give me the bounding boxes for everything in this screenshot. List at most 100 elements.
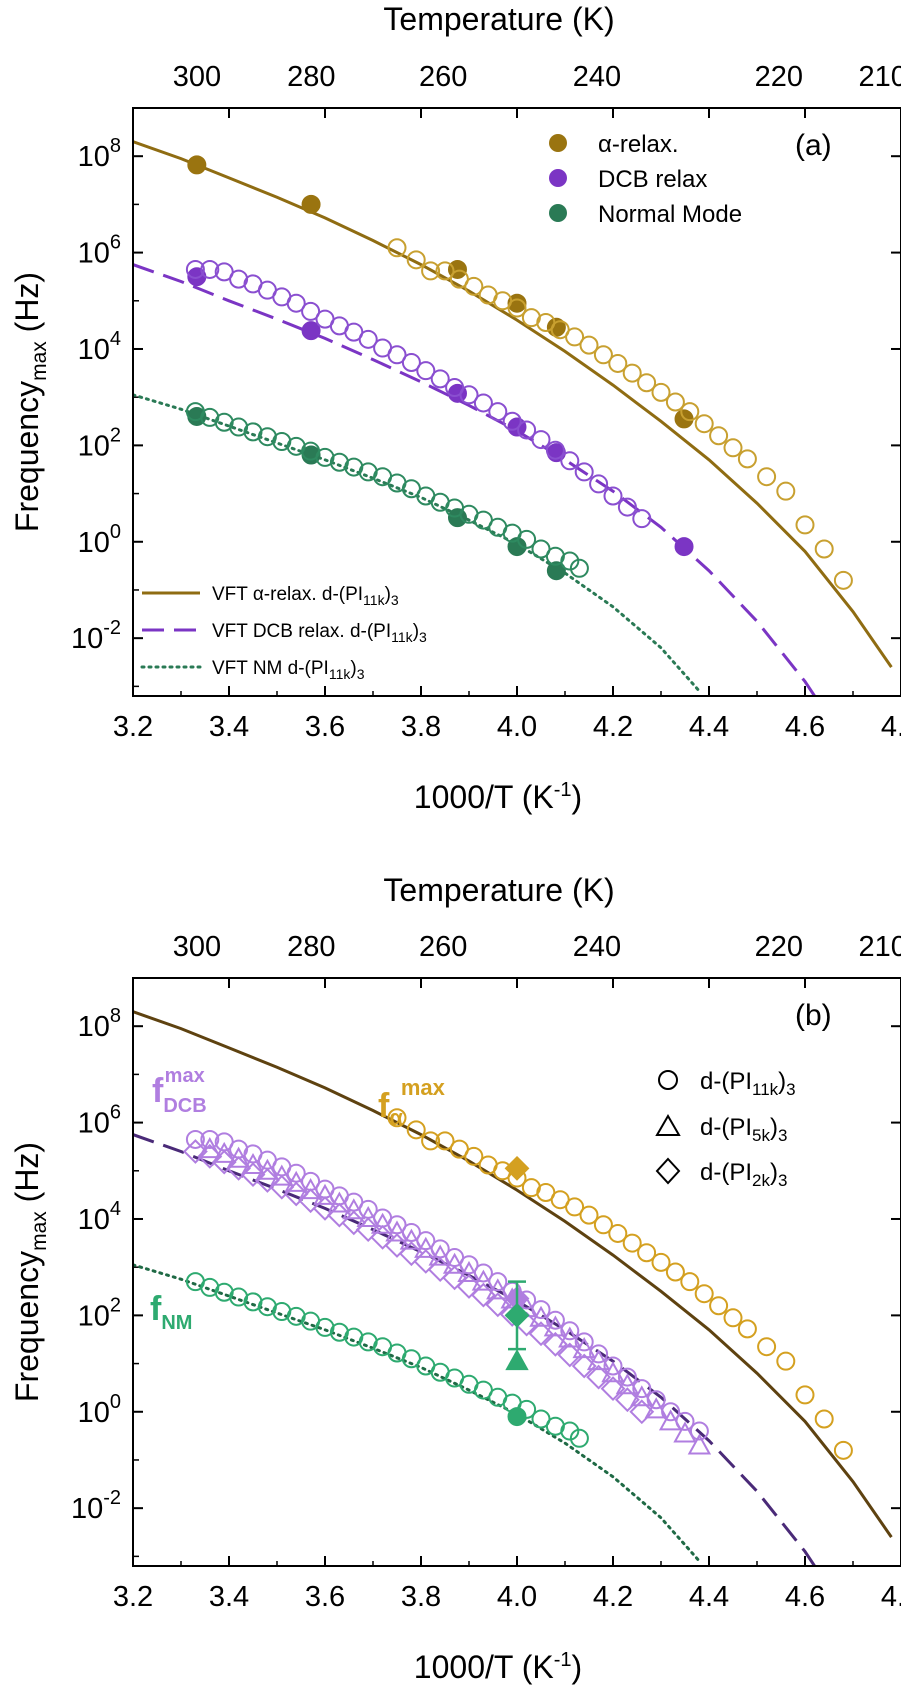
legend-marker-diamond [655,1157,681,1185]
data-point [355,1217,381,1243]
data-point [579,335,599,355]
data-point [543,1315,568,1337]
data-point [674,537,694,557]
data-point [709,1296,729,1316]
x-tick-label: 4.6 [785,1581,825,1613]
data-point [240,1162,266,1188]
data-point [603,486,623,506]
data-point [456,1274,482,1299]
data-point [795,515,815,535]
legend-label-5k: d-(PI5k)3 [700,1114,787,1145]
data-point [370,1224,396,1250]
data-point [385,1220,409,1242]
data-point [387,238,407,258]
data-point [658,1409,683,1431]
data-point [593,1215,613,1235]
x-tick-label: 3.8 [401,711,441,743]
x-axis-label: 1000/T (K-1) [414,779,582,815]
x-tick-label: 4.8 [881,711,901,743]
x-tick-label: 3.2 [113,1581,153,1613]
x-tick-label: 4.2 [593,1581,633,1613]
data-point [608,353,628,373]
data-point [673,1421,697,1443]
legend-label-11k: d-(PI11k)3 [700,1068,796,1099]
fit-lines [133,140,893,696]
panel-b: Temperature (K) 300 280 260 240 220 210 3.2 3.… [9,872,901,1685]
data-point [283,1181,309,1207]
y-axis-label: Frequencymax (Hz) [9,272,51,532]
top-tick-label: 240 [573,61,621,93]
data-point [427,1257,453,1283]
x-tick-labels: 3.2 3.4 3.6 3.8 4.0 4.2 4.4 4.6 4.8 [113,711,901,743]
data-point [757,1337,777,1357]
data-point [528,1321,554,1347]
data-point [187,155,207,175]
x-tick-label: 3.2 [113,711,153,743]
data-point [471,1269,496,1291]
fit-line [133,1133,816,1566]
axis-ticks [132,977,901,1566]
data-point [442,1265,468,1291]
data-point [632,1379,652,1399]
data-point [473,393,493,413]
data-point [680,1272,700,1292]
annotation-f-dcb: fDCBmax [152,1065,207,1117]
legend-marker-triangle [655,1114,681,1136]
data-point [387,345,407,365]
data-point [637,1243,657,1263]
data-point [615,1373,640,1395]
data-point [814,1409,834,1429]
top-tick-labels: 300 280 260 240 220 210 [173,931,901,963]
y-tick-label: 102 [78,424,121,462]
x-tick-labels: 3.2 3.4 3.6 3.8 4.0 4.2 4.4 4.6 4.8 [113,1581,901,1613]
data-point [629,1399,655,1425]
data-point [617,1367,637,1387]
data-point [737,449,757,469]
data-points [185,155,853,590]
data-point [211,1149,237,1175]
data-point [254,1168,280,1193]
legend-label-dcb: DCB relax [598,166,707,193]
annotation-f-alpha: fαmax [378,1075,446,1130]
data-point [342,1198,366,1220]
data-point [457,1260,481,1282]
panel-label: (b) [795,999,832,1032]
y-tick-labels: 108 106 104 102 100 10-2 [71,1005,121,1525]
y-tick-label: 100 [78,521,121,559]
y-tick-label: 10-2 [71,1487,121,1525]
data-point [398,1241,424,1267]
data-point [301,301,321,321]
fit-legend-label-dcb: VFT DCB relax. d-(PI11k)3 [212,621,427,645]
legend-label-alpha: α-relax. [598,131,679,158]
data-point [358,329,378,349]
data-point [301,194,321,214]
data-point [517,529,537,549]
data-point [622,1233,642,1253]
data-point [600,1376,626,1402]
data-point [406,250,426,270]
data-point [665,1262,685,1282]
data-point [198,1137,222,1159]
data-point [565,327,585,347]
fit-legend-label-nm: VFT NM d-(PI11k)3 [212,658,365,682]
data-point [833,570,853,590]
x-tick-label: 3.6 [305,711,345,743]
legend-label-nm: Normal Mode [598,201,742,228]
data-point [212,1141,236,1163]
y-tick-label: 106 [78,232,121,270]
data-point [586,1364,612,1390]
data-point [665,392,685,412]
data-point [505,1349,529,1371]
top-tick-label: 240 [573,931,621,963]
data-point [507,293,527,313]
top-tick-label: 260 [419,931,467,963]
data-point [589,474,609,494]
y-tick-label: 104 [78,328,121,366]
panel-a: Temperature (K) 300 280 260 240 220 210 3.2 3.… [9,1,901,815]
top-tick-label: 260 [419,61,467,93]
annotation-base: f [378,1087,390,1125]
legend: α-relax. DCB relax Normal Mode [549,131,742,228]
y-tick-label: 102 [78,1294,121,1332]
data-point [776,481,796,501]
